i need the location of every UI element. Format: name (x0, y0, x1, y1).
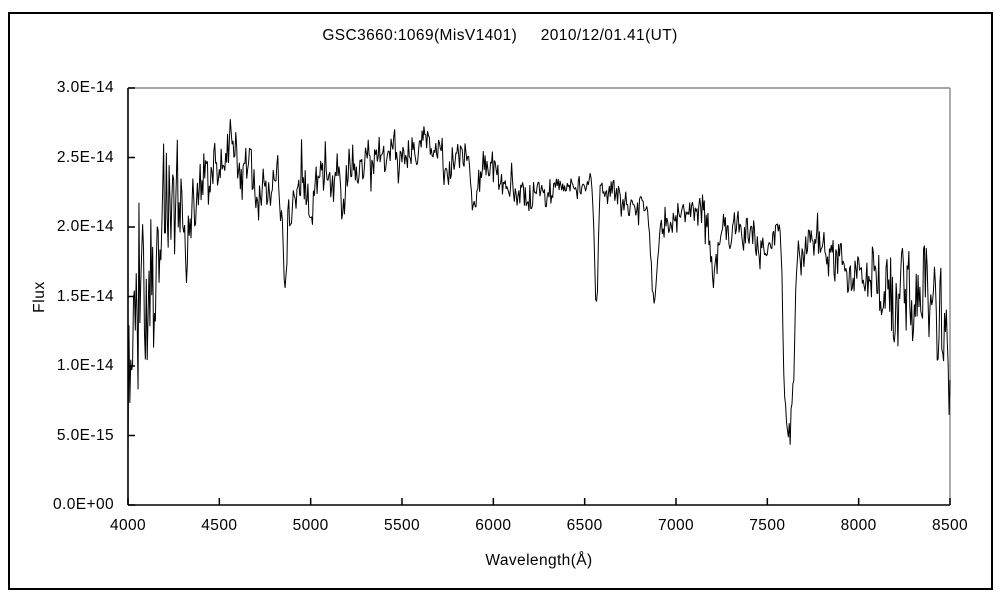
x-tick-label: 7000 (657, 517, 695, 534)
x-tick-label: 4500 (201, 517, 238, 534)
x-tick-label: 8500 (931, 517, 969, 534)
chart-outer-border (8, 12, 993, 590)
x-tick-label: 7500 (749, 517, 786, 534)
chart-title: GSC3660:1069(MisV1401) 2010/12/01.41(UT) (322, 27, 678, 44)
x-tick-label: 5000 (292, 517, 329, 534)
y-tick-label: 1.5E-14 (56, 287, 114, 305)
x-tick-label: 6500 (566, 517, 603, 534)
spectrum-line (127, 119, 951, 450)
x-tick-label: 6000 (475, 517, 512, 534)
y-tick-label: 3.0E-14 (56, 79, 114, 96)
y-tick-label: 2.5E-14 (56, 148, 114, 166)
y-tick-label: 0.0E+00 (53, 496, 114, 513)
y-tick-label: 5.0E-15 (56, 426, 114, 444)
y-tick-label: 2.0E-14 (56, 218, 114, 235)
x-tick-label: 8000 (840, 517, 877, 534)
x-tick-label: 4000 (109, 517, 147, 534)
x-axis-title: Wavelength(Å) (485, 552, 593, 569)
x-tick-label: 5500 (383, 517, 421, 534)
y-tick-label: 1.0E-14 (56, 357, 114, 374)
